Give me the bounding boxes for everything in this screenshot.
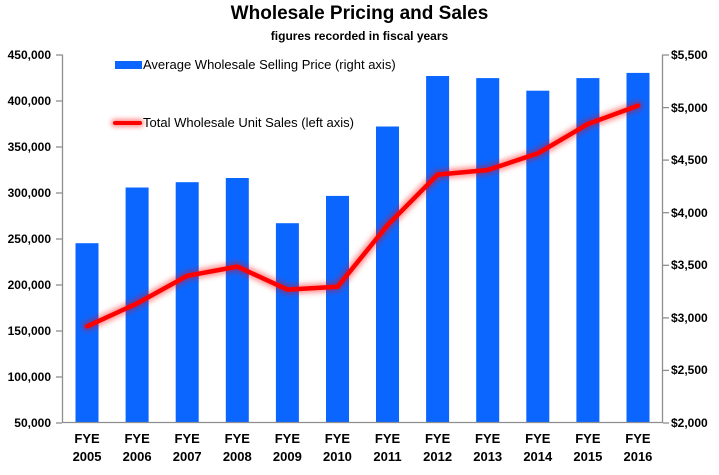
- chart-subtitle: figures recorded in fiscal years: [270, 29, 449, 43]
- bar-fye-2005: [75, 243, 99, 423]
- bar-fye-2009: [275, 223, 299, 423]
- bar-fye-2007: [175, 182, 199, 423]
- x-axis-category-label: FYE 2010: [322, 431, 352, 464]
- x-axis-category-label: FYE 2012: [423, 431, 453, 464]
- bar-fye-2010: [326, 195, 349, 423]
- x-axis-category-label: FYE 2014: [523, 431, 553, 464]
- x-axis-category-label: FYE 2008: [222, 431, 252, 464]
- left-axis-tick-label: 50,000: [14, 416, 51, 430]
- left-axis-tick-label: 100,000: [7, 370, 51, 384]
- legend-sales-label: Total Wholesale Unit Sales (left axis): [143, 115, 354, 130]
- x-axis-category-label: FYE 2013: [473, 431, 503, 464]
- right-axis-tick-label: $2,500: [671, 363, 708, 378]
- x-axis-category-label: FYE 2016: [623, 431, 653, 464]
- x-axis-category-label: FYE 2005: [72, 431, 102, 464]
- legend-price-label: Average Wholesale Selling Price (right a…: [143, 57, 396, 72]
- x-axis-category-label: FYE 2006: [122, 431, 152, 464]
- right-axis-tick-label: $4,500: [671, 153, 708, 168]
- x-axis-category-label: FYE 2007: [172, 431, 202, 464]
- bar-series-swatch-icon: [115, 60, 142, 69]
- legend-item-sales: Total Wholesale Unit Sales (left axis): [113, 115, 354, 130]
- right-axis-tick-label: $5,000: [671, 100, 708, 115]
- line-series: [84, 103, 641, 329]
- line-series-swatch-icon: [113, 120, 142, 125]
- bar-fye-2015: [576, 78, 600, 423]
- left-axis-tick-label: 200,000: [7, 278, 51, 292]
- right-axis-tick-label: $3,000: [671, 310, 708, 325]
- right-axis-tick-label: $3,500: [671, 258, 708, 273]
- left-axis-tick-label: 350,000: [7, 140, 51, 154]
- left-axis-tick-label: 150,000: [7, 324, 51, 338]
- x-axis-category-label: FYE 2015: [573, 431, 603, 464]
- bar-fye-2008: [225, 178, 249, 423]
- left-axis-tick-label: 450,000: [7, 48, 51, 62]
- bar-fye-2013: [476, 78, 500, 423]
- bar-fye-2016: [626, 72, 650, 424]
- bar-fye-2014: [526, 90, 550, 423]
- bar-fye-2011: [376, 126, 399, 423]
- bar-fye-2012: [426, 76, 450, 423]
- legend-item-price: Average Wholesale Selling Price (right a…: [115, 57, 396, 72]
- x-axis-category-label: FYE 2009: [272, 431, 302, 464]
- x-axis-category-label: FYE 2011: [373, 431, 402, 464]
- right-axis-tick-label: $2,000: [671, 416, 708, 430]
- left-axis-tick-label: 300,000: [7, 186, 51, 200]
- left-axis-tick-label: 250,000: [7, 232, 51, 246]
- right-axis-tick-label: $5,500: [671, 48, 708, 62]
- line-series-glow: [82, 101, 643, 331]
- chart-title: Wholesale Pricing and Sales: [230, 3, 489, 24]
- right-axis-tick-label: $4,000: [671, 205, 708, 220]
- left-axis-tick-label: 400,000: [7, 94, 51, 108]
